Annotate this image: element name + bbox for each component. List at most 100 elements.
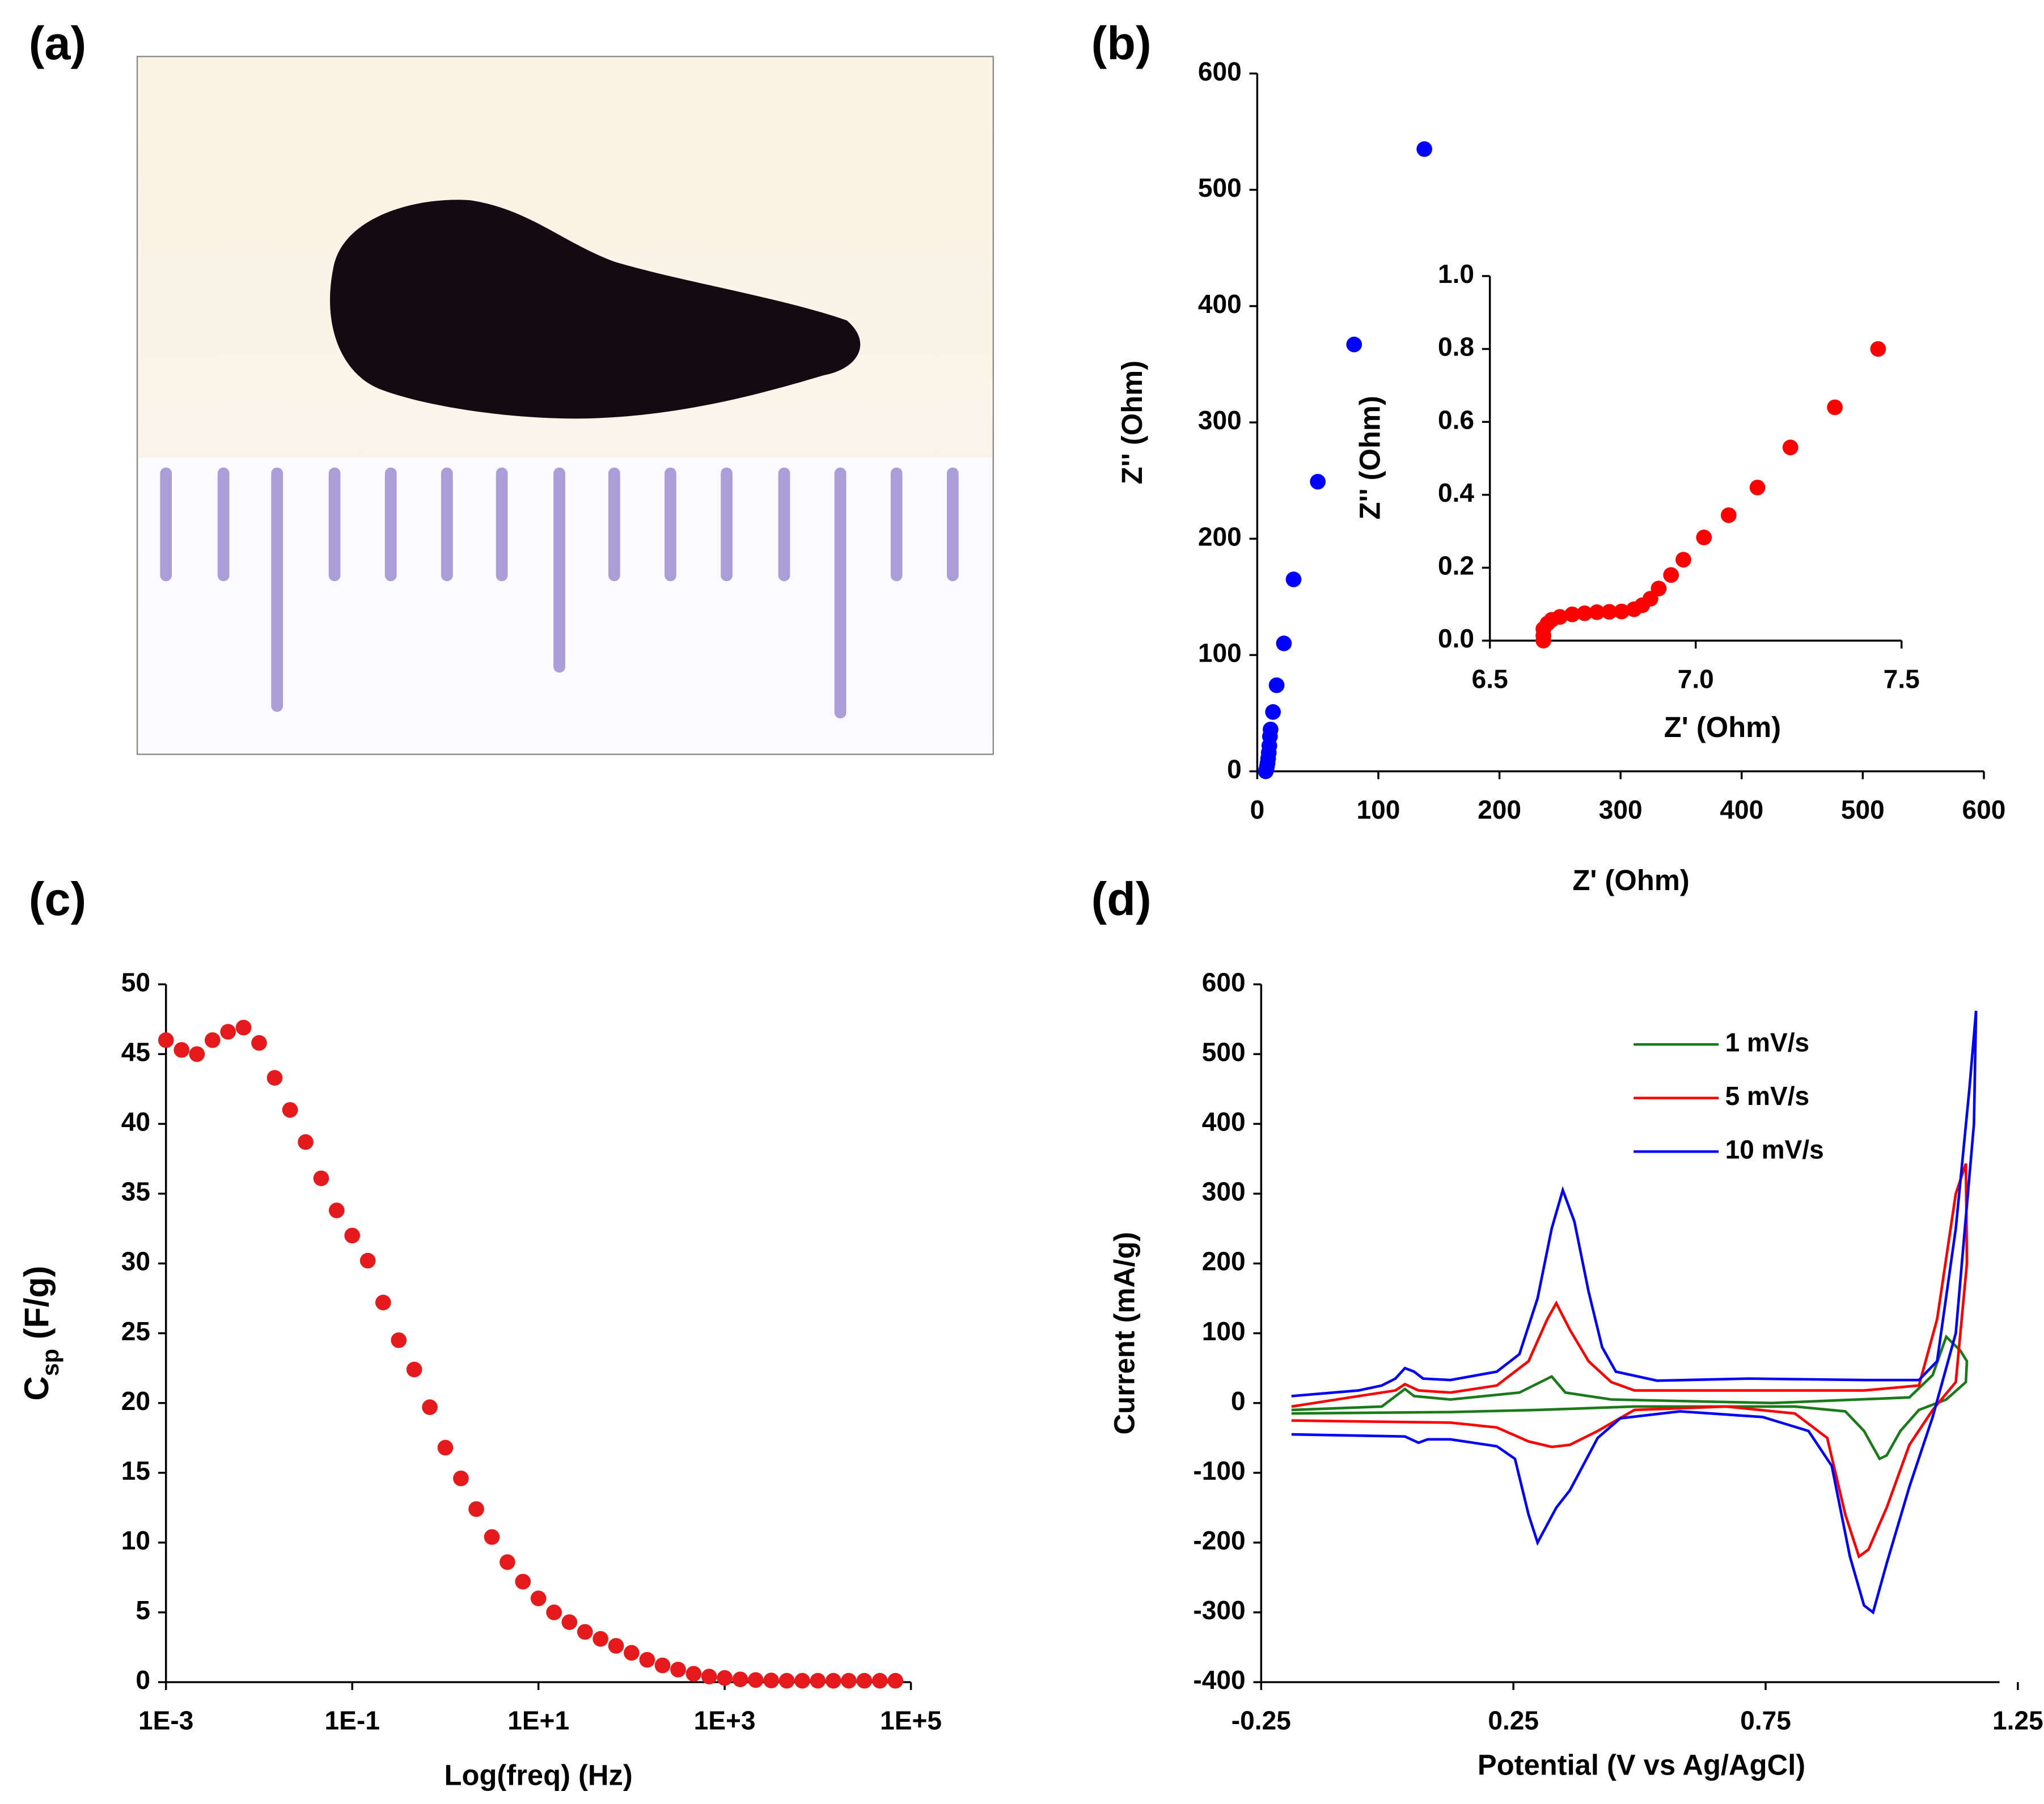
point	[577, 1624, 593, 1640]
cv-curve	[1291, 1010, 1978, 1615]
point	[530, 1590, 547, 1607]
point	[1564, 606, 1580, 622]
point	[422, 1399, 438, 1415]
y-tick-label: -200	[1193, 1526, 1245, 1555]
point	[810, 1672, 826, 1689]
point	[1276, 636, 1292, 651]
point	[717, 1670, 733, 1686]
panel-label: (d)	[1091, 873, 1152, 925]
y-tick-label: 200	[1202, 1247, 1246, 1276]
y-tick-label: 0.8	[1438, 332, 1474, 362]
x-tick-label: 0.75	[1740, 1706, 1791, 1735]
point	[841, 1672, 857, 1689]
y-axis-title: Csp (F/g)	[18, 1266, 64, 1401]
point	[328, 1202, 345, 1218]
point	[500, 1554, 515, 1570]
point	[608, 1638, 624, 1654]
y-tick-label: 30	[121, 1247, 150, 1276]
point	[1268, 677, 1285, 693]
x-tick-label: 600	[1962, 795, 2006, 824]
y-tick-label: 500	[1202, 1037, 1246, 1066]
point	[282, 1102, 298, 1118]
x-tick-label: 6.5	[1472, 664, 1508, 694]
x-axis-title: Potential (V vs Ag/AgCl)	[1478, 1748, 1805, 1781]
point	[1827, 399, 1843, 416]
point	[468, 1501, 484, 1517]
point	[359, 1252, 376, 1269]
y-tick-label: 300	[1202, 1177, 1246, 1206]
point	[1285, 571, 1302, 587]
y-tick-label: 400	[1198, 289, 1242, 319]
point	[871, 1672, 888, 1689]
legend-label: 5 mV/s	[1725, 1081, 1810, 1111]
panel-label: (a)	[29, 16, 86, 69]
x-tick-label: 1E-3	[138, 1706, 193, 1735]
point	[1614, 603, 1630, 620]
point	[1663, 567, 1679, 583]
point	[484, 1529, 500, 1545]
point	[1346, 336, 1362, 353]
point	[546, 1604, 562, 1620]
photo	[136, 56, 994, 755]
point	[1626, 601, 1642, 617]
point	[624, 1645, 640, 1661]
y-tick-label: 100	[1202, 1316, 1246, 1346]
point	[778, 1672, 795, 1689]
y-title-sub: sp	[37, 1349, 64, 1376]
point	[173, 1042, 190, 1058]
y-tick-label: 0.0	[1438, 624, 1474, 653]
point	[220, 1024, 236, 1040]
point	[1720, 507, 1737, 523]
y-tick-label: 0	[1227, 755, 1242, 784]
point	[344, 1227, 361, 1244]
x-tick-label: 0	[1250, 795, 1265, 824]
panel-label: (c)	[29, 873, 86, 925]
y-tick-label: 1.0	[1438, 259, 1474, 289]
panel-label: (b)	[1091, 16, 1152, 69]
y-tick-label: 35	[121, 1177, 150, 1206]
x-axis-title: Log(freq) (Hz)	[445, 1759, 633, 1792]
point	[825, 1672, 841, 1689]
point	[1576, 605, 1593, 621]
point	[685, 1666, 702, 1682]
point	[298, 1134, 314, 1150]
y-tick-label: 600	[1198, 57, 1242, 86]
point	[856, 1672, 873, 1689]
point	[437, 1439, 454, 1456]
point	[391, 1332, 407, 1348]
legend-label: 1 mV/s	[1725, 1027, 1810, 1057]
y-tick-label: 40	[121, 1107, 150, 1137]
point	[701, 1669, 717, 1685]
x-tick-label: 300	[1599, 795, 1643, 824]
point	[1749, 480, 1766, 496]
x-tick-label: 1E+5	[880, 1706, 942, 1735]
point	[313, 1170, 329, 1187]
point	[375, 1294, 391, 1311]
point	[593, 1631, 608, 1647]
x-tick-label: 200	[1478, 795, 1521, 824]
y-tick-label: 400	[1202, 1107, 1246, 1137]
y-tick-label: 0	[136, 1665, 150, 1695]
point	[654, 1657, 671, 1674]
x-tick-label: -0.25	[1232, 1706, 1291, 1735]
point	[794, 1672, 810, 1689]
y-tick-label: -300	[1193, 1595, 1245, 1625]
point	[1870, 341, 1886, 357]
y-tick-label: 0.4	[1438, 478, 1474, 507]
point	[251, 1035, 267, 1051]
cv-curve	[1291, 1163, 1969, 1559]
point	[561, 1614, 578, 1631]
y-tick-label: 0	[1231, 1386, 1246, 1416]
x-tick-label: 1.25	[1992, 1706, 2043, 1735]
y-tick-label: 200	[1198, 522, 1242, 551]
point	[515, 1574, 531, 1590]
y-tick-label: 300	[1198, 405, 1242, 435]
point	[639, 1651, 655, 1668]
x-tick-label: 0.25	[1488, 1706, 1539, 1735]
y-tick-label: 25	[121, 1316, 150, 1346]
y-tick-label: -400	[1193, 1665, 1245, 1695]
y-tick-label: 45	[121, 1037, 150, 1066]
point	[1601, 604, 1618, 620]
sample	[330, 200, 861, 419]
